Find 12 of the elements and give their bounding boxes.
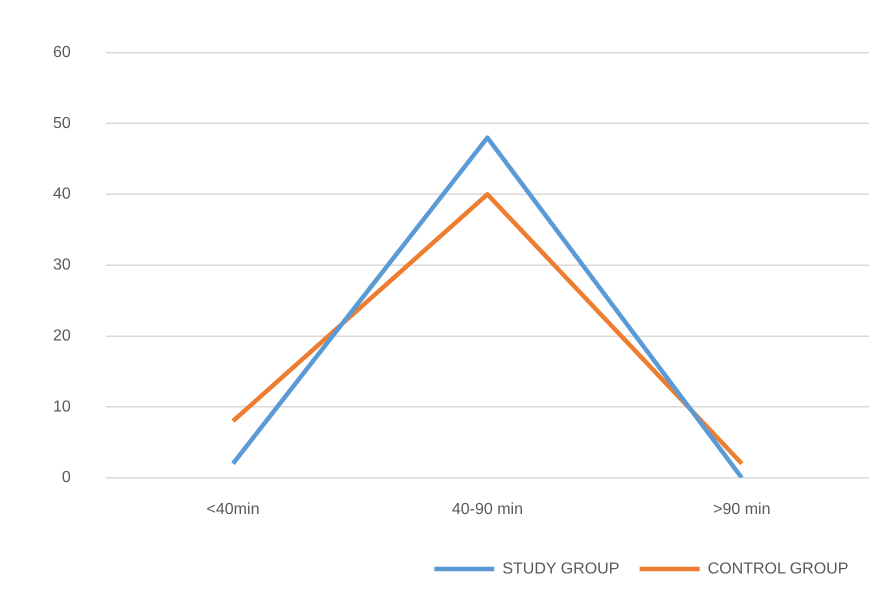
y-tick-label: 50	[53, 114, 71, 132]
y-tick-label: 60	[53, 44, 71, 62]
legend-label: CONTROL GROUP	[708, 560, 848, 578]
legend-label: STUDY GROUP	[502, 560, 620, 578]
y-tick-label: 30	[53, 256, 71, 274]
x-tick-label: 40-90 min	[452, 500, 523, 518]
x-tick-label: <40min	[206, 500, 260, 518]
x-tick-label: >90 min	[713, 500, 770, 518]
y-tick-label: 0	[62, 469, 71, 486]
y-tick-label: 20	[53, 327, 71, 344]
y-tick-label: 10	[53, 398, 71, 416]
y-tick-label: 40	[53, 186, 71, 203]
